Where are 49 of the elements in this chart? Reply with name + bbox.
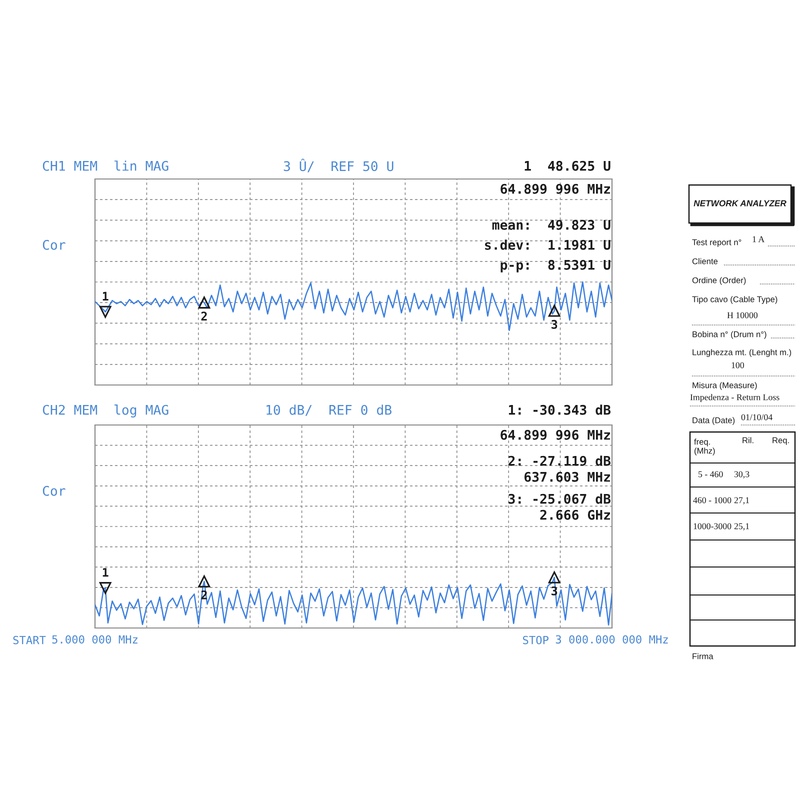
text: 01/10/04	[741, 414, 772, 420]
text: H 10000	[727, 312, 758, 318]
text: 27,1	[734, 497, 750, 505]
text: Impedenza - Return Loss	[690, 394, 780, 402]
text: mean: 49.823 U	[492, 220, 610, 230]
chart-subtitle: 3 Û/ REF 50 U	[284, 158, 394, 172]
text: p-p: 8.5391 U	[500, 260, 610, 272]
text: 25,1	[734, 523, 750, 531]
text: Misura (Measure)	[692, 382, 757, 390]
text: Firma	[692, 653, 714, 660]
text: 1 A	[752, 236, 765, 242]
text: s.dev: 1.1981 U	[485, 240, 610, 250]
text: 100	[732, 362, 744, 368]
text: START	[13, 636, 46, 644]
text: 1 48.625 U	[524, 160, 610, 171]
text: Req.	[772, 437, 789, 445]
text: 1: -30.343 dB	[508, 404, 611, 415]
text: 460 - 1000	[693, 497, 732, 504]
x-tick-label: 3 000.000 000 MHz	[556, 635, 668, 644]
text: Tipo cavo (Cable Type)	[692, 296, 778, 304]
text: 64.899 996 MHz	[500, 184, 610, 194]
text: 30,3	[734, 471, 750, 479]
chart-subtitle: 10 dB/ REF 0 dB	[266, 404, 392, 416]
annotation: 1	[102, 568, 108, 577]
text: 637.603 MHz	[524, 472, 610, 482]
text: NETWORK ANALYZER	[694, 200, 786, 206]
annotation: 2	[201, 312, 207, 320]
annotation: 1	[102, 292, 108, 301]
text: 64.899 996 MHz	[500, 430, 610, 440]
y-axis-title: Cor	[42, 240, 66, 250]
text: 3: -25.067 dB	[508, 494, 611, 504]
y-axis-title: Cor	[42, 486, 66, 496]
chart-title: CH1 MEM lin MAG	[42, 160, 168, 171]
annotation: 3	[552, 320, 558, 329]
text: 2: -27.119 dB	[508, 456, 611, 466]
text: Cliente	[692, 258, 718, 264]
x-tick-label: 5.000 000 MHz	[52, 635, 138, 644]
text: Test report n°	[692, 239, 742, 247]
text: freq. (Mhz)	[694, 438, 715, 456]
text: Ordine (Order)	[692, 277, 746, 285]
text: Lunghezza mt. (Lenght m.)	[692, 349, 792, 357]
text: 2.666 GHz	[540, 510, 610, 520]
text: STOP	[522, 636, 548, 644]
text: Ril.	[742, 437, 754, 444]
text: 1000-3000	[694, 523, 732, 530]
chart-title: CH2 MEM log MAG	[42, 404, 168, 418]
text: Bobina n° (Drum n°)	[692, 331, 766, 339]
text: 5 - 460	[698, 471, 723, 478]
text: Data (Date)	[692, 417, 735, 425]
